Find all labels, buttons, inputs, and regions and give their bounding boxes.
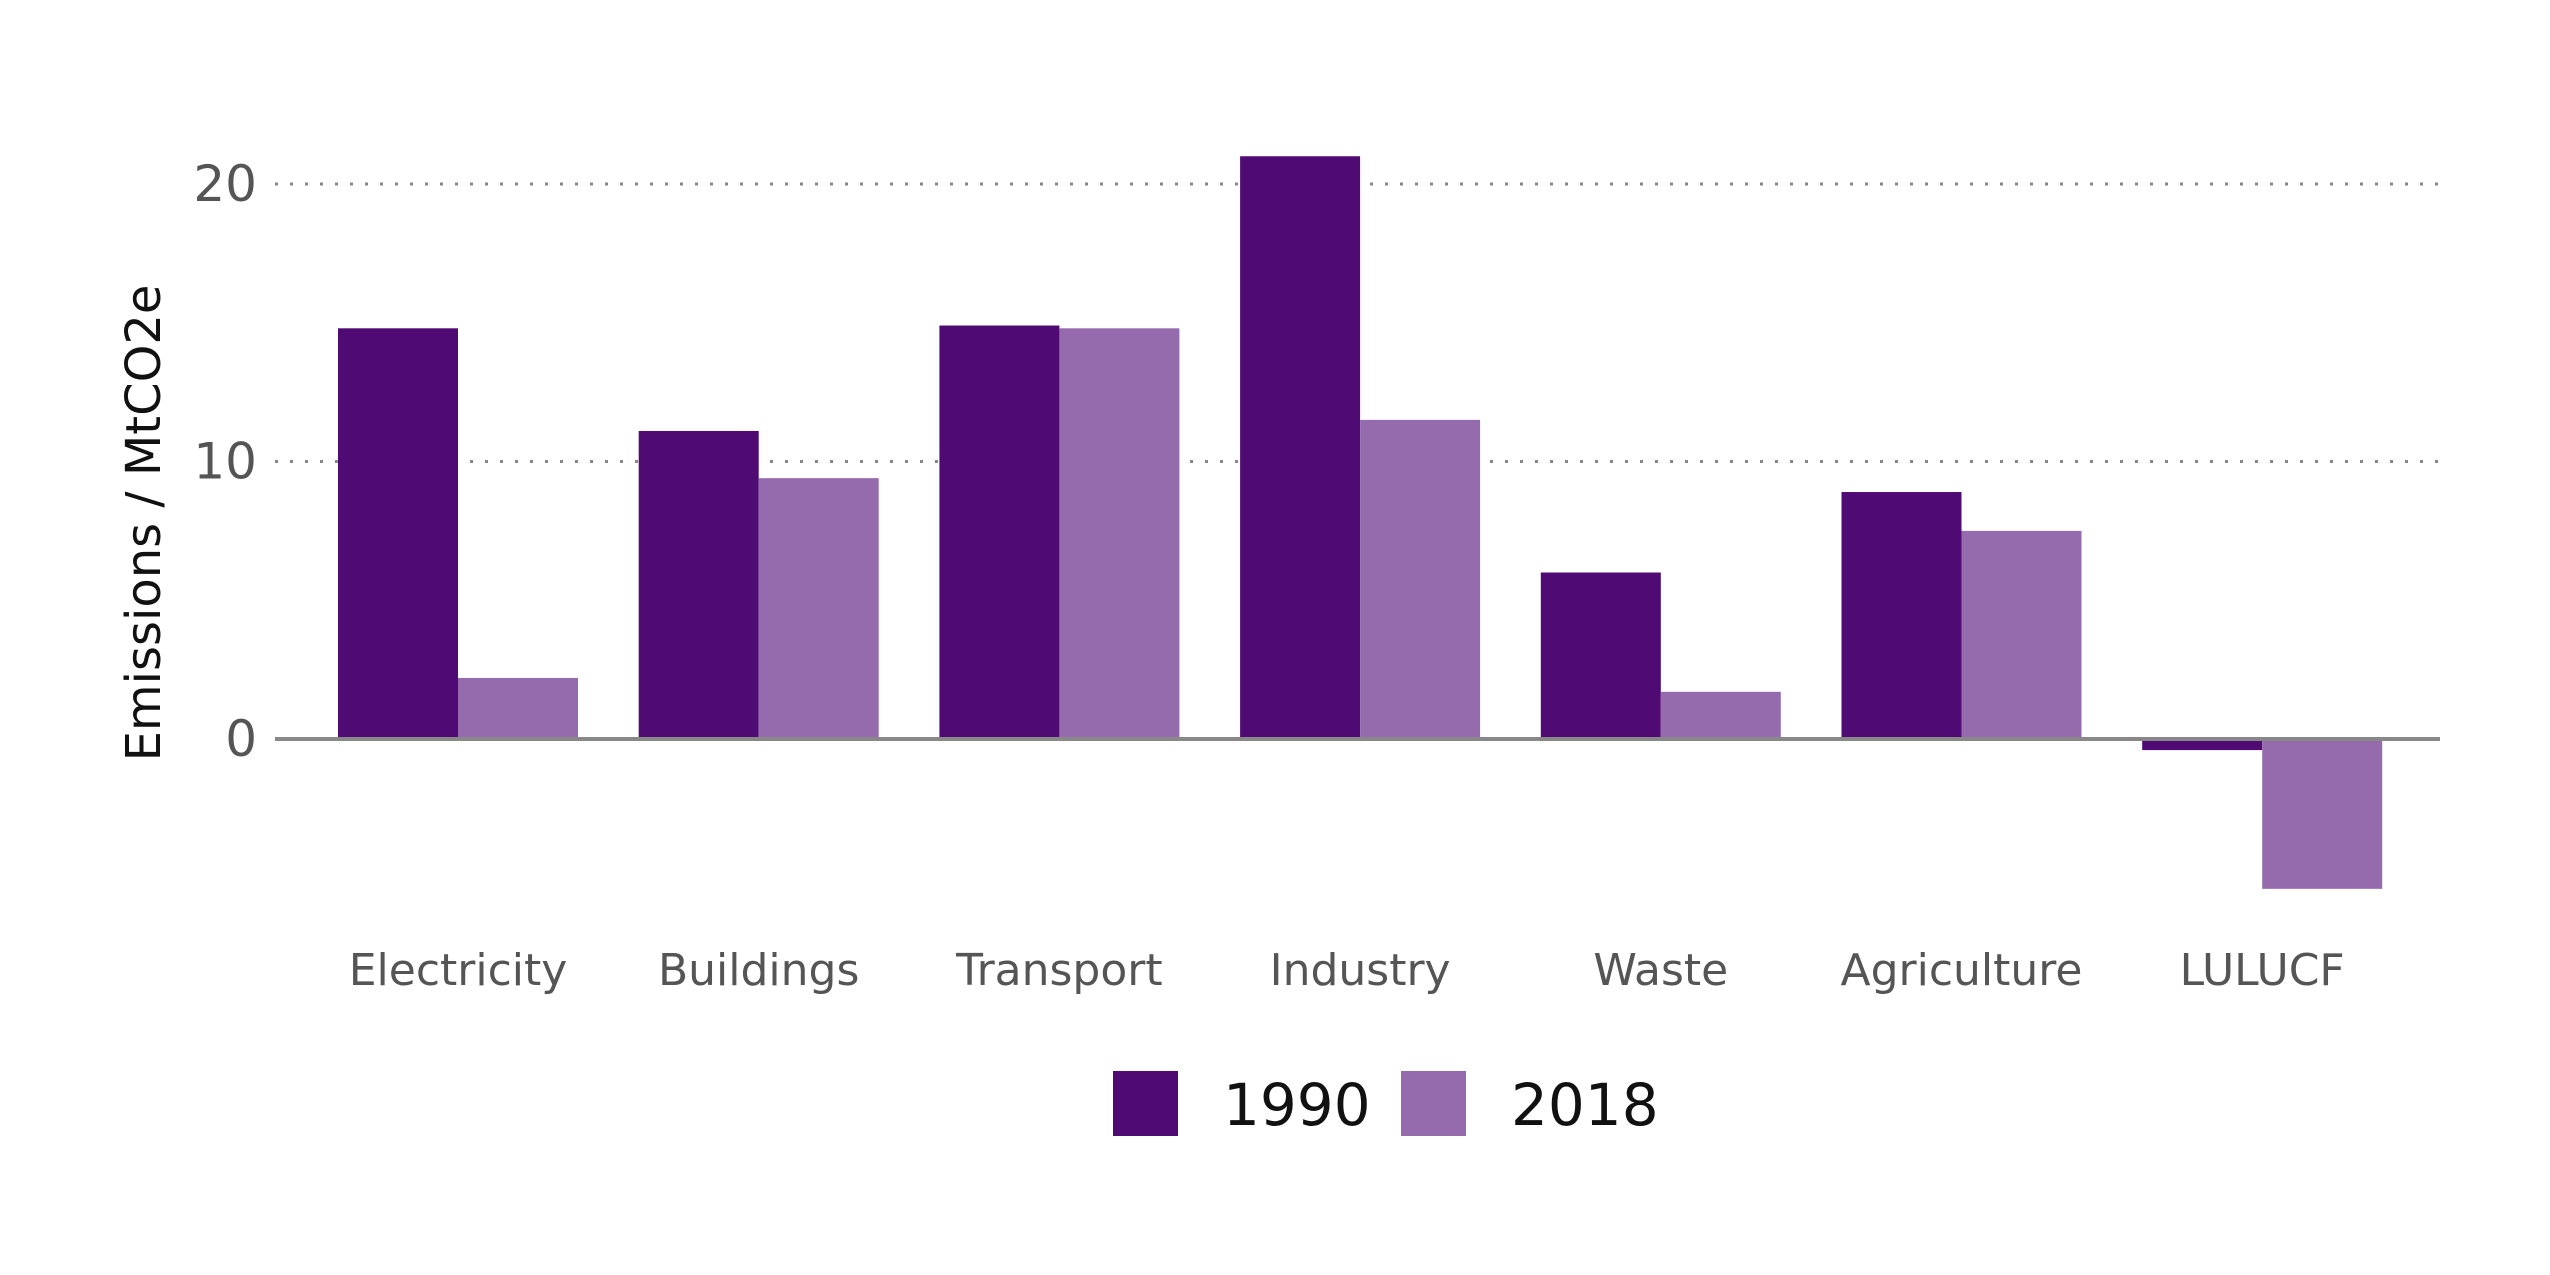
bar-2018-agriculture bbox=[1961, 530, 2082, 739]
bar-1990-electricity bbox=[338, 328, 458, 739]
y-axis-label: Emissions / MtCO2e bbox=[116, 285, 172, 762]
bar-2018-waste bbox=[1660, 691, 1781, 739]
legend-label: 1990 bbox=[1223, 1071, 1371, 1139]
bar-1990-transport bbox=[939, 325, 1060, 739]
x-tick-label: Electricity bbox=[349, 945, 568, 996]
bar-2018-electricity bbox=[458, 677, 578, 739]
y-tick-labels: 0 10 20 bbox=[193, 155, 257, 768]
y-tick-label: 20 bbox=[193, 155, 257, 213]
bar-1990-lulucf bbox=[2142, 739, 2263, 751]
bar-1990-buildings bbox=[638, 430, 759, 739]
x-tick-label: Buildings bbox=[658, 945, 859, 996]
x-tick-labels: Electricity Buildings Transport Industry Was… bbox=[349, 945, 2345, 996]
legend-swatch-1990 bbox=[1113, 1071, 1178, 1136]
bar-1990-industry bbox=[1240, 156, 1361, 739]
y-tick-label: 0 bbox=[225, 710, 257, 768]
legend: 1990 2018 bbox=[1113, 1071, 1659, 1139]
bars bbox=[338, 156, 2383, 889]
bar-1990-waste bbox=[1540, 572, 1661, 739]
bar-2018-lulucf bbox=[2262, 739, 2383, 889]
legend-swatch-2018 bbox=[1401, 1071, 1466, 1136]
x-tick-label: Waste bbox=[1593, 945, 1728, 996]
bar-2018-industry bbox=[1360, 419, 1481, 739]
x-tick-label: Industry bbox=[1270, 945, 1451, 996]
bar-1990-agriculture bbox=[1841, 492, 1962, 739]
x-tick-label: Transport bbox=[955, 945, 1162, 996]
x-tick-label: LULUCF bbox=[2180, 945, 2345, 996]
y-tick-label: 10 bbox=[193, 433, 257, 491]
x-tick-label: Agriculture bbox=[1841, 945, 2083, 996]
legend-label: 2018 bbox=[1511, 1071, 1659, 1139]
bar-2018-buildings bbox=[758, 478, 879, 739]
bar-2018-transport bbox=[1059, 328, 1180, 739]
